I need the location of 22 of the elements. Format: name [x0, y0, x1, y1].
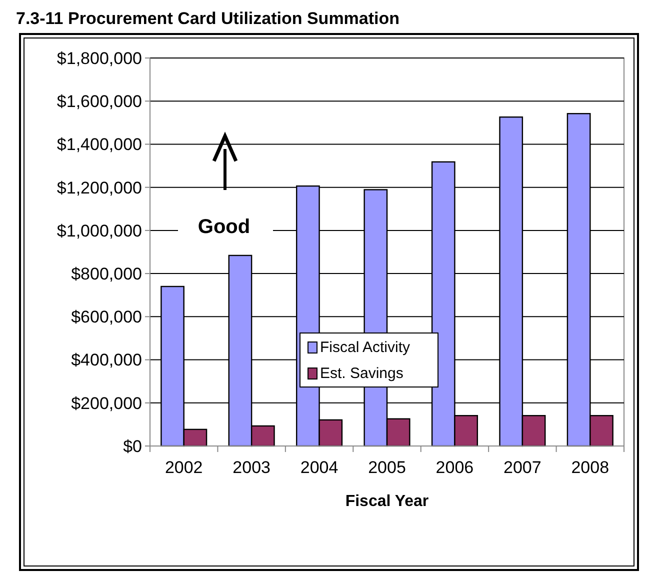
y-tick-label: $0 — [123, 436, 142, 456]
y-tick-label: $800,000 — [71, 264, 142, 284]
x-tick-label: 2002 — [164, 458, 203, 477]
y-tick-label: $1,400,000 — [56, 135, 142, 154]
x-tick-label: 2007 — [504, 458, 542, 477]
x-tick-label: 2003 — [232, 458, 270, 477]
y-tick-label: $1,000,000 — [56, 221, 142, 240]
y-tick-label: $200,000 — [71, 394, 142, 413]
chart-title: 7.3-11 Procurement Card Utilization Summation — [16, 9, 400, 28]
y-tick-label: $1,800,000 — [56, 48, 142, 68]
annotation: Good — [198, 216, 250, 238]
legend-label: Est. Savings — [320, 365, 404, 382]
x-tick-label: 2004 — [300, 458, 338, 477]
y-tick-label: $1,200,000 — [56, 178, 142, 198]
y-tick-label: $600,000 — [71, 308, 142, 327]
y-tick-label: $400,000 — [71, 350, 142, 370]
x-tick-label: 2006 — [436, 458, 474, 477]
x-tick-label: 2005 — [368, 458, 406, 477]
x-tick-label: 2008 — [571, 458, 610, 477]
legend-label: Fiscal Activity — [320, 339, 411, 356]
x-axis-title: Fiscal Year — [345, 493, 429, 510]
y-tick-label: $1,600,000 — [56, 92, 142, 112]
